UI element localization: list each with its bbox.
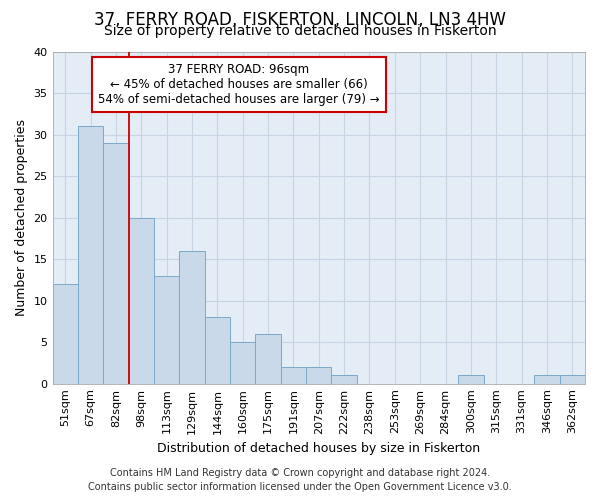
Bar	[560, 376, 585, 384]
Bar	[230, 342, 256, 384]
Text: Contains HM Land Registry data © Crown copyright and database right 2024.
Contai: Contains HM Land Registry data © Crown c…	[88, 468, 512, 492]
Bar	[256, 334, 281, 384]
Bar	[179, 251, 205, 384]
Bar	[53, 284, 78, 384]
Bar	[331, 376, 357, 384]
Bar	[458, 376, 484, 384]
Text: 37 FERRY ROAD: 96sqm
← 45% of detached houses are smaller (66)
54% of semi-detac: 37 FERRY ROAD: 96sqm ← 45% of detached h…	[98, 63, 380, 106]
Bar	[306, 367, 331, 384]
Bar	[128, 218, 154, 384]
X-axis label: Distribution of detached houses by size in Fiskerton: Distribution of detached houses by size …	[157, 442, 481, 455]
Text: 37, FERRY ROAD, FISKERTON, LINCOLN, LN3 4HW: 37, FERRY ROAD, FISKERTON, LINCOLN, LN3 …	[94, 11, 506, 29]
Text: Size of property relative to detached houses in Fiskerton: Size of property relative to detached ho…	[104, 24, 496, 38]
Bar	[103, 143, 128, 384]
Bar	[154, 276, 179, 384]
Bar	[534, 376, 560, 384]
Bar	[205, 317, 230, 384]
Bar	[78, 126, 103, 384]
Y-axis label: Number of detached properties: Number of detached properties	[15, 119, 28, 316]
Bar	[281, 367, 306, 384]
